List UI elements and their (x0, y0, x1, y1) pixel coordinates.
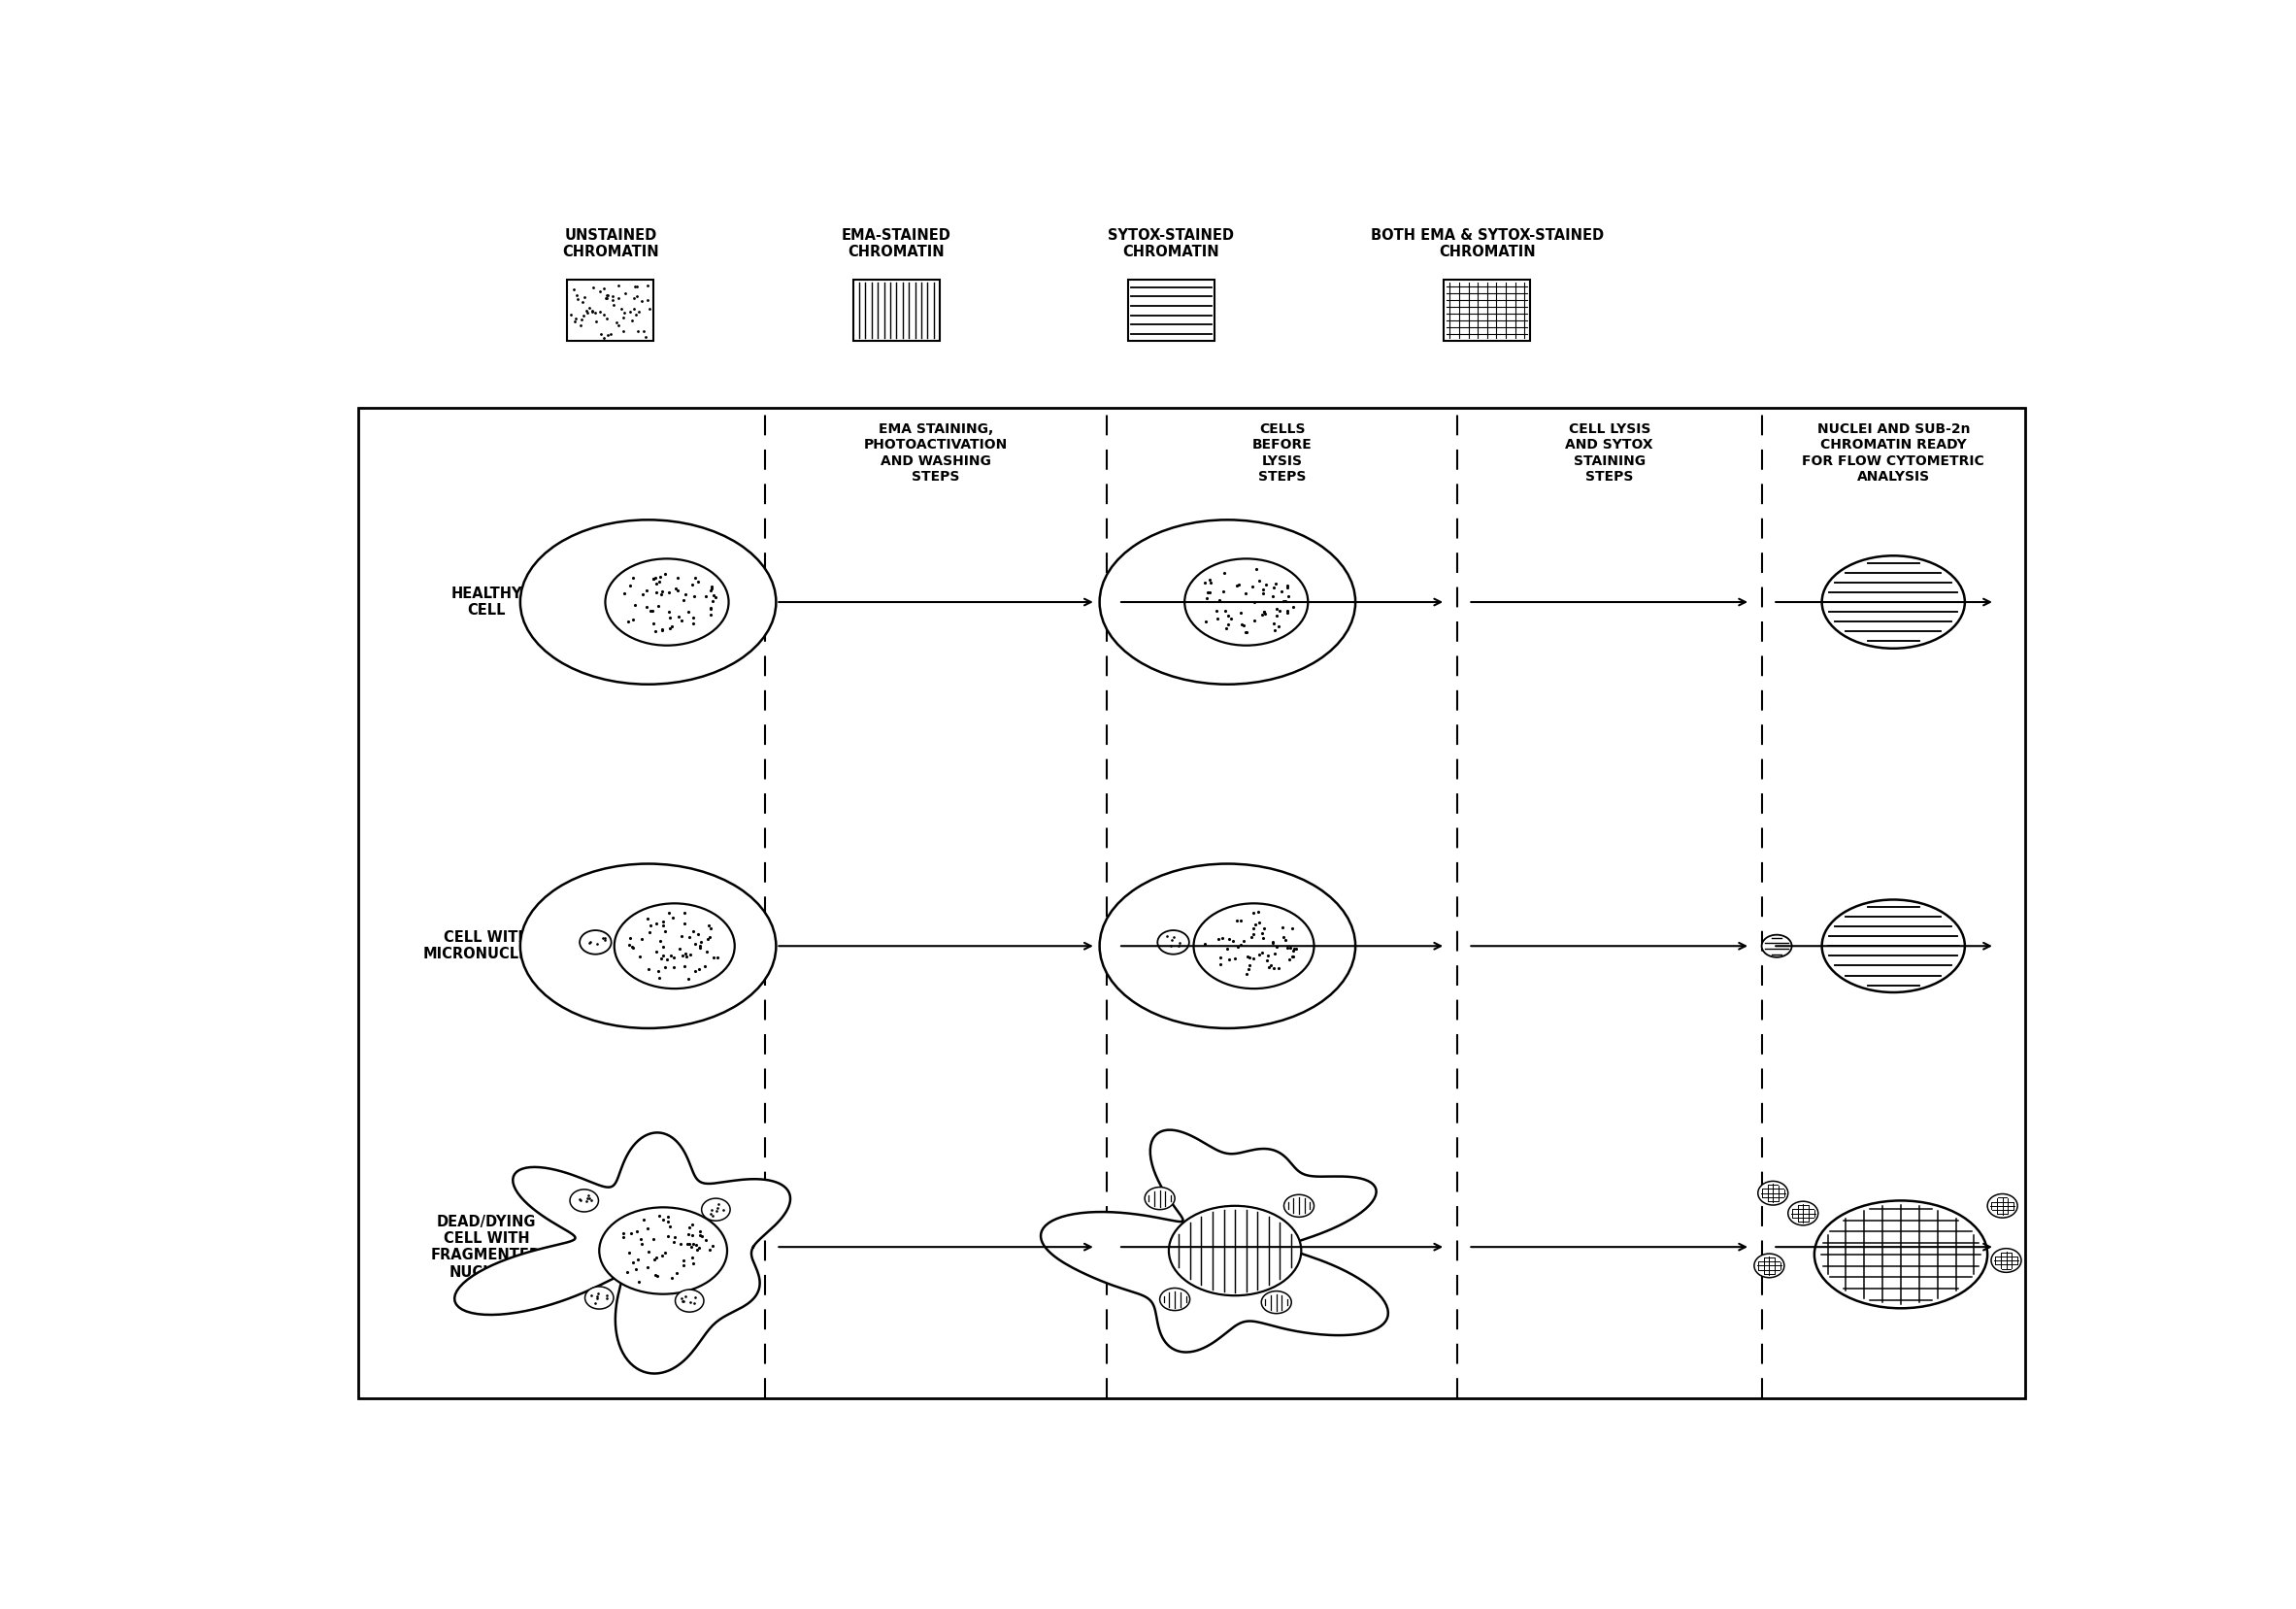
Ellipse shape (1100, 520, 1355, 684)
Bar (1127, 280, 1215, 341)
Ellipse shape (675, 1289, 705, 1311)
Polygon shape (455, 1133, 790, 1374)
Bar (567, 280, 654, 341)
Ellipse shape (521, 864, 776, 1028)
Ellipse shape (1100, 864, 1355, 1028)
Text: UNSTAINED
CHROMATIN: UNSTAINED CHROMATIN (563, 228, 659, 259)
Text: EMA STAINING,
PHOTOACTIVATION
AND WASHING
STEPS: EMA STAINING, PHOTOACTIVATION AND WASHIN… (863, 423, 1008, 483)
Ellipse shape (703, 1199, 730, 1221)
Ellipse shape (521, 520, 776, 684)
Text: NUCLEI AND SUB-2n
CHROMATIN READY
FOR FLOW CYTOMETRIC
ANALYSIS: NUCLEI AND SUB-2n CHROMATIN READY FOR FL… (1802, 423, 1984, 483)
Ellipse shape (1789, 1202, 1818, 1226)
Text: BOTH EMA & SYTOX-STAINED
CHROMATIN: BOTH EMA & SYTOX-STAINED CHROMATIN (1371, 228, 1603, 259)
Ellipse shape (569, 1189, 599, 1212)
Ellipse shape (1185, 558, 1309, 645)
Ellipse shape (1754, 1253, 1784, 1278)
Ellipse shape (1814, 1200, 1988, 1308)
Text: HEALTHY
CELL: HEALTHY CELL (450, 586, 521, 618)
Ellipse shape (585, 1287, 613, 1310)
Ellipse shape (1146, 1187, 1176, 1210)
Ellipse shape (1821, 555, 1965, 648)
Text: SYTOX-STAINED
CHROMATIN: SYTOX-STAINED CHROMATIN (1109, 228, 1235, 259)
Ellipse shape (1761, 935, 1791, 957)
Polygon shape (1040, 1130, 1389, 1352)
Text: CELL LYSIS
AND SYTOX
STAINING
STEPS: CELL LYSIS AND SYTOX STAINING STEPS (1566, 423, 1653, 483)
Bar (358, 407, 2025, 1398)
Ellipse shape (606, 558, 728, 645)
Text: EMA-STAINED
CHROMATIN: EMA-STAINED CHROMATIN (843, 228, 951, 259)
Ellipse shape (615, 903, 735, 988)
Ellipse shape (1821, 899, 1965, 993)
Ellipse shape (599, 1207, 728, 1294)
Ellipse shape (1283, 1194, 1313, 1216)
Ellipse shape (1157, 930, 1189, 954)
Ellipse shape (1159, 1289, 1189, 1310)
Text: CELL WITH
MICRONUCLEUS: CELL WITH MICRONUCLEUS (422, 930, 551, 962)
Text: CELLS
BEFORE
LYSIS
STEPS: CELLS BEFORE LYSIS STEPS (1251, 423, 1311, 483)
Bar (854, 280, 939, 341)
Ellipse shape (1991, 1249, 2020, 1273)
Ellipse shape (1194, 903, 1313, 988)
Ellipse shape (1169, 1205, 1302, 1295)
Ellipse shape (579, 930, 611, 954)
Text: DEAD/DYING
CELL WITH
FRAGMENTED
NUCLEUS: DEAD/DYING CELL WITH FRAGMENTED NUCLEUS (432, 1215, 542, 1279)
Ellipse shape (1988, 1194, 2018, 1218)
Ellipse shape (1261, 1290, 1290, 1313)
Bar (1444, 280, 1531, 341)
Ellipse shape (1759, 1181, 1789, 1205)
